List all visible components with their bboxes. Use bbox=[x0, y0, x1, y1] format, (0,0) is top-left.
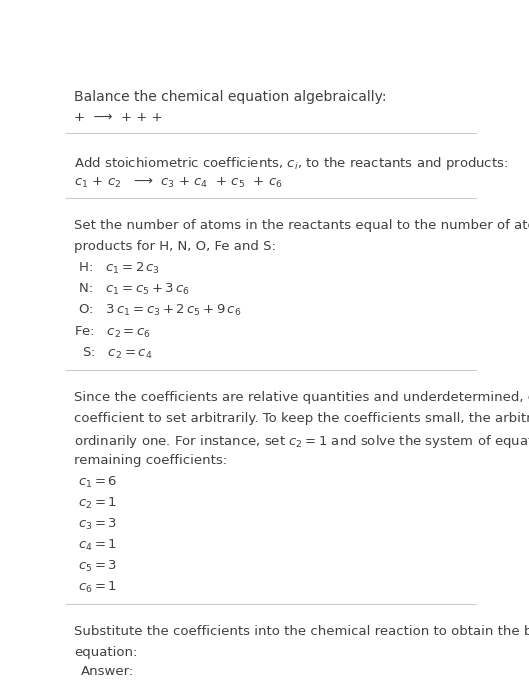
Text: Fe:   $c_2 = c_6$: Fe: $c_2 = c_6$ bbox=[74, 324, 151, 339]
Text: +  ⟶  + + +: + ⟶ + + + bbox=[74, 111, 163, 124]
Text: $c_6 = 1$: $c_6 = 1$ bbox=[78, 580, 117, 595]
Text: Add stoichiometric coefficients, $c_i$, to the reactants and products:: Add stoichiometric coefficients, $c_i$, … bbox=[74, 154, 508, 171]
FancyBboxPatch shape bbox=[66, 657, 316, 683]
Text: O:   $3\,c_1 = c_3 + 2\,c_5 + 9\,c_6$: O: $3\,c_1 = c_3 + 2\,c_5 + 9\,c_6$ bbox=[74, 303, 242, 318]
Text: $c_3 = 3$: $c_3 = 3$ bbox=[78, 517, 117, 532]
Text: Set the number of atoms in the reactants equal to the number of atoms in the: Set the number of atoms in the reactants… bbox=[74, 219, 529, 232]
Text: Since the coefficients are relative quantities and underdetermined, choose a: Since the coefficients are relative quan… bbox=[74, 391, 529, 404]
Text: Balance the chemical equation algebraically:: Balance the chemical equation algebraica… bbox=[74, 90, 387, 104]
Text: Answer:: Answer: bbox=[80, 665, 134, 678]
Text: N:   $c_1 = c_5 + 3\,c_6$: N: $c_1 = c_5 + 3\,c_6$ bbox=[74, 282, 190, 297]
Text: $c_1$ + $c_2$   ⟶  $c_3$ + $c_4$  + $c_5$  + $c_6$: $c_1$ + $c_2$ ⟶ $c_3$ + $c_4$ + $c_5$ + … bbox=[74, 176, 283, 190]
Text: $c_4 = 1$: $c_4 = 1$ bbox=[78, 538, 117, 553]
Text: S:   $c_2 = c_4$: S: $c_2 = c_4$ bbox=[74, 346, 153, 361]
Text: $c_5 = 3$: $c_5 = 3$ bbox=[78, 559, 117, 574]
Text: products for H, N, O, Fe and S:: products for H, N, O, Fe and S: bbox=[74, 240, 276, 253]
Text: $c_1 = 6$: $c_1 = 6$ bbox=[78, 475, 118, 490]
Text: Substitute the coefficients into the chemical reaction to obtain the balanced: Substitute the coefficients into the che… bbox=[74, 625, 529, 638]
Text: ordinarily one. For instance, set $c_2 = 1$ and solve the system of equations fo: ordinarily one. For instance, set $c_2 =… bbox=[74, 433, 529, 449]
Text: $c_2 = 1$: $c_2 = 1$ bbox=[78, 496, 117, 511]
Text: equation:: equation: bbox=[74, 646, 138, 659]
Text: remaining coefficients:: remaining coefficients: bbox=[74, 454, 227, 466]
Text: H:   $c_1 = 2\,c_3$: H: $c_1 = 2\,c_3$ bbox=[74, 262, 160, 277]
Text: coefficient to set arbitrarily. To keep the coefficients small, the arbitrary va: coefficient to set arbitrarily. To keep … bbox=[74, 412, 529, 425]
